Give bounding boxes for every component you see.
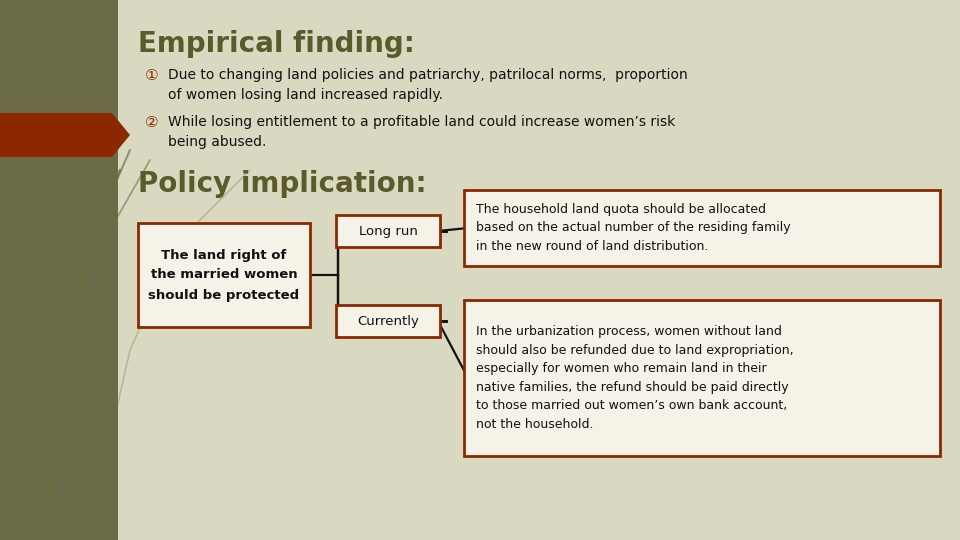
Text: Due to changing land policies and patriarchy, patrilocal norms,  proportion
of w: Due to changing land policies and patria… [168, 68, 687, 102]
Text: Policy implication:: Policy implication: [138, 170, 426, 198]
Text: Empirical finding:: Empirical finding: [138, 30, 415, 58]
Bar [0, 0, 118, 540]
Polygon shape [0, 113, 130, 157]
Text: Long run: Long run [359, 225, 418, 238]
FancyBboxPatch shape [464, 300, 940, 456]
Text: While losing entitlement to a profitable land could increase women’s risk
being : While losing entitlement to a profitable… [168, 115, 675, 149]
Text: In the urbanization process, women without land
should also be refunded due to l: In the urbanization process, women witho… [476, 325, 794, 431]
Text: ②: ② [145, 115, 158, 130]
FancyBboxPatch shape [464, 190, 940, 266]
FancyBboxPatch shape [336, 215, 440, 247]
Text: Currently: Currently [357, 314, 419, 327]
Text: The household land quota should be allocated
based on the actual number of the r: The household land quota should be alloc… [476, 203, 791, 253]
Text: ①: ① [145, 68, 158, 83]
Text: The land right of
the married women
should be protected: The land right of the married women shou… [149, 248, 300, 301]
FancyBboxPatch shape [336, 305, 440, 337]
FancyBboxPatch shape [138, 223, 310, 327]
